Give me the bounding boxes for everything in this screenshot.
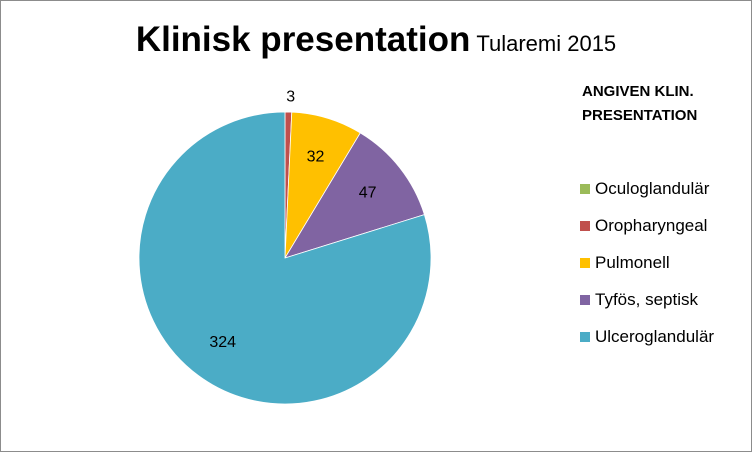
data-label-tyfos-septisk: 47 xyxy=(359,184,377,201)
pie-slice-tyfos-septisk xyxy=(284,132,425,259)
legend-item-oropharyngeal: Oropharyngeal xyxy=(580,207,714,244)
legend-swatch xyxy=(580,220,590,231)
chart-title-sub: Tularemi 2015 xyxy=(476,31,617,56)
legend-swatch xyxy=(580,183,590,194)
legend-item-oculoglandular: Oculoglandulär xyxy=(580,170,714,207)
pie-slice-ulceroglandular xyxy=(138,111,432,405)
legend-title: ANGIVEN KLIN. PRESENTATION xyxy=(582,83,698,124)
legend-label: Oculoglandulär xyxy=(595,178,710,198)
legend: Oculoglandulär Oropharyngeal Pulmonell Tyfö… xyxy=(580,170,714,355)
legend-item-tyfos-septisk: Tyfös, septisk xyxy=(580,281,714,318)
legend-item-pulmonell: Pulmonell xyxy=(580,244,714,281)
legend-label: Ulceroglandulär xyxy=(595,326,715,346)
data-label-pulmonell: 32 xyxy=(307,149,325,166)
legend-label: Tyfös, septisk xyxy=(595,289,698,309)
legend-swatch xyxy=(580,257,590,268)
chart-title-main: Klinisk presentation xyxy=(135,20,471,59)
pie-slices xyxy=(138,111,432,405)
legend-label: Oropharyngeal xyxy=(595,215,708,235)
legend-item-ulceroglandular: Ulceroglandulär xyxy=(580,318,714,355)
legend-swatch xyxy=(580,294,590,305)
legend-label: Pulmonell xyxy=(595,252,670,272)
pie-data-labels: 3 32 47 324 xyxy=(209,89,376,351)
legend-swatch xyxy=(580,331,590,342)
chart-title: Klinisk presentation Tularemi 2015 xyxy=(0,20,752,60)
data-label-oropharyngeal: 3 xyxy=(286,89,295,106)
data-label-ulceroglandular: 324 xyxy=(209,334,236,351)
